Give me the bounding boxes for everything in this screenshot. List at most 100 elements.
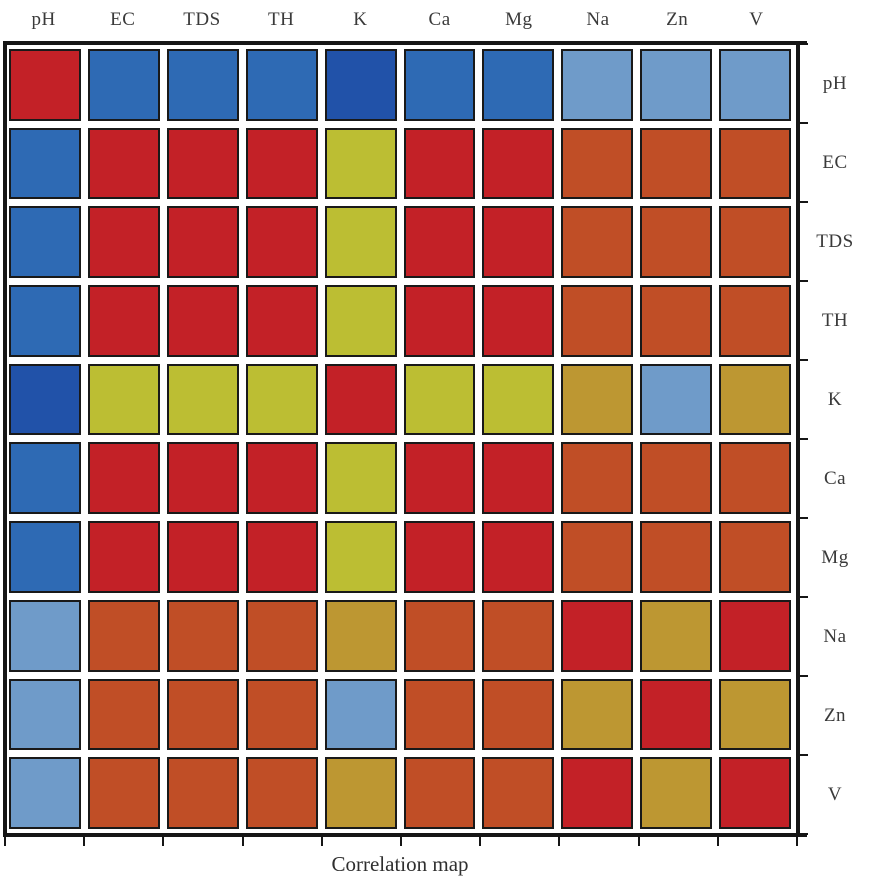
- heatmap-cell-V-TDS: [166, 757, 239, 829]
- x-tick: [796, 837, 798, 846]
- heatmap-cell-Na-V: [719, 599, 791, 672]
- heatmap-cell-Mg-TDS: [166, 521, 239, 593]
- heatmap-cell-Ca-Na: [561, 442, 634, 515]
- heatmap-cell-V-pH: [9, 757, 81, 829]
- heatmap-cell-TH-TDS: [166, 285, 239, 357]
- y-tick: [800, 833, 808, 835]
- y-tick: [800, 359, 808, 361]
- heatmap-cell-K-V: [719, 363, 791, 436]
- heatmap-cell-Na-TH: [245, 599, 318, 672]
- heatmap-cell-EC-TDS: [166, 127, 239, 200]
- heatmap-cell-K-Ca: [403, 363, 476, 436]
- heatmap-cell-TDS-Na: [561, 206, 634, 279]
- heatmap-cell-pH-V: [719, 49, 791, 121]
- heatmap-cell-EC-K: [324, 127, 397, 200]
- heatmap-cell-TH-Ca: [403, 285, 476, 357]
- heatmap-cell-Ca-pH: [9, 442, 81, 515]
- y-tick: [800, 280, 808, 282]
- heatmap-cell-K-TDS: [166, 363, 239, 436]
- heatmap-cell-EC-Mg: [482, 127, 555, 200]
- heatmap-cell-EC-V: [719, 127, 791, 200]
- heatmap-cell-Mg-K: [324, 521, 397, 593]
- heatmap-cell-Zn-V: [719, 678, 791, 751]
- heatmap-cell-Zn-Na: [561, 678, 634, 751]
- heatmap-cell-EC-pH: [9, 127, 81, 200]
- x-tick: [637, 837, 640, 846]
- x-tick: [558, 837, 561, 846]
- heatmap-grid: [4, 44, 796, 834]
- plot-frame-bottom: [3, 833, 807, 837]
- heatmap-cell-Zn-Ca: [403, 678, 476, 751]
- heatmap-cell-Ca-TH: [245, 442, 318, 515]
- x-tick: [479, 837, 482, 846]
- column-label-Ca: Ca: [428, 9, 451, 30]
- heatmap-cell-V-Ca: [403, 757, 476, 829]
- column-label-TDS: TDS: [183, 9, 221, 30]
- x-tick: [83, 837, 86, 846]
- column-header-labels: pH EC TDS TH K Ca Mg Na Zn V: [4, 2, 796, 38]
- y-tick: [800, 43, 808, 45]
- heatmap-cell-pH-Ca: [403, 49, 476, 121]
- heatmap-cell-Zn-EC: [87, 678, 160, 751]
- heatmap-cell-TDS-K: [324, 206, 397, 279]
- row-label-Na: Na: [823, 625, 847, 647]
- heatmap-cell-V-Zn: [640, 757, 713, 829]
- heatmap-cell-Mg-Mg: [482, 521, 555, 593]
- column-label-pH: pH: [31, 9, 56, 30]
- heatmap-cell-pH-EC: [87, 49, 160, 121]
- heatmap-cell-EC-EC: [87, 127, 160, 200]
- heatmap-cell-TH-TH: [245, 285, 318, 357]
- heatmap-cell-Na-Na: [561, 599, 634, 672]
- column-label-TH: TH: [268, 9, 295, 30]
- x-tick: [320, 837, 323, 846]
- heatmap-cell-Na-Mg: [482, 599, 555, 672]
- heatmap-cell-EC-Zn: [640, 127, 713, 200]
- heatmap-cell-Na-EC: [87, 599, 160, 672]
- heatmap-cell-Mg-V: [719, 521, 791, 593]
- heatmap-cell-V-V: [719, 757, 791, 829]
- y-tick: [800, 754, 808, 756]
- heatmap-cell-Mg-TH: [245, 521, 318, 593]
- heatmap-cell-pH-K: [324, 49, 397, 121]
- heatmap-cell-TH-Mg: [482, 285, 555, 357]
- column-label-Na: Na: [586, 9, 610, 30]
- row-label-TH: TH: [821, 309, 849, 331]
- heatmap-cell-K-Zn: [640, 363, 713, 436]
- heatmap-cell-TDS-EC: [87, 206, 160, 279]
- y-tick: [800, 438, 808, 440]
- y-tick: [800, 122, 808, 124]
- heatmap-cell-EC-Ca: [403, 127, 476, 200]
- heatmap-cell-TH-Zn: [640, 285, 713, 357]
- row-label-K: K: [827, 388, 843, 410]
- heatmap-cell-TDS-TH: [245, 206, 318, 279]
- heatmap-cell-Na-TDS: [166, 599, 239, 672]
- row-label-Zn: Zn: [823, 704, 847, 726]
- row-label-Ca: Ca: [823, 467, 847, 489]
- row-label-EC: EC: [822, 151, 848, 173]
- heatmap-cell-pH-TH: [245, 49, 318, 121]
- heatmap-cell-Zn-K: [324, 678, 397, 751]
- heatmap-cell-K-TH: [245, 363, 318, 436]
- y-tick: [800, 596, 808, 598]
- heatmap-cell-K-K: [324, 363, 397, 436]
- heatmap-cell-Zn-Mg: [482, 678, 555, 751]
- heatmap-cell-TDS-Mg: [482, 206, 555, 279]
- heatmap-cell-Zn-pH: [9, 678, 81, 751]
- heatmap-cell-Ca-TDS: [166, 442, 239, 515]
- x-tick: [241, 837, 244, 846]
- heatmap-cell-pH-TDS: [166, 49, 239, 121]
- heatmap-cell-V-Na: [561, 757, 634, 829]
- heatmap-cell-pH-Mg: [482, 49, 555, 121]
- chart-title: Correlation map: [331, 852, 469, 876]
- plot-frame-left: [3, 41, 7, 837]
- row-label-pH: pH: [822, 72, 848, 94]
- heatmap-cell-pH-Na: [561, 49, 634, 121]
- heatmap-cell-K-pH: [9, 363, 81, 436]
- heatmap-cell-Mg-EC: [87, 521, 160, 593]
- y-tick: [800, 517, 808, 519]
- heatmap-cell-Mg-Zn: [640, 521, 713, 593]
- row-label-V: V: [827, 783, 843, 805]
- heatmap-cell-Mg-pH: [9, 521, 81, 593]
- heatmap-cell-pH-Zn: [640, 49, 713, 121]
- heatmap-cell-Zn-TH: [245, 678, 318, 751]
